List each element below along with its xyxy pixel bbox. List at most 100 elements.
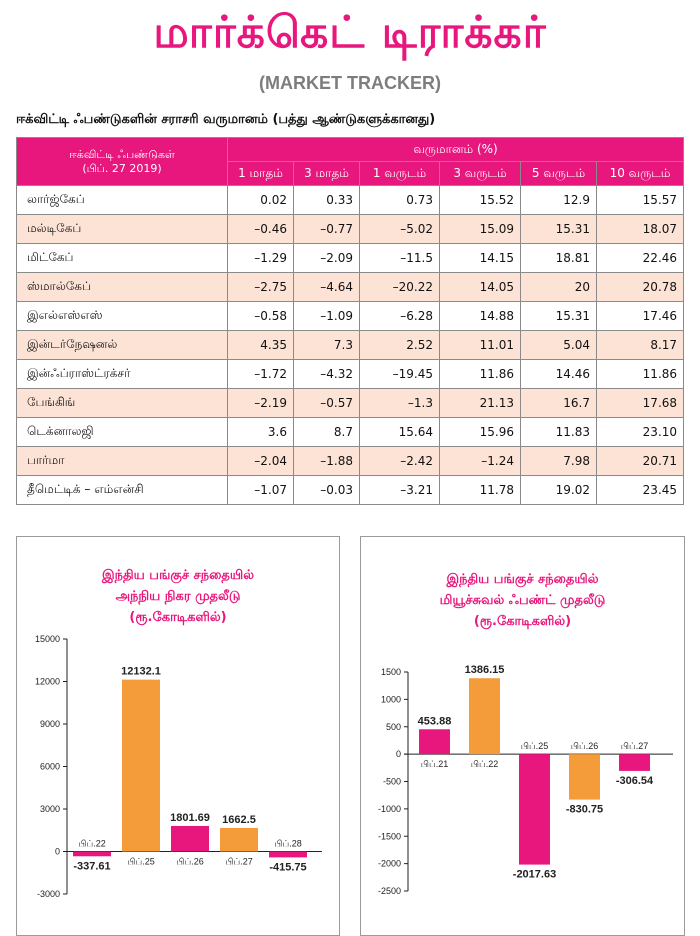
return-value-cell: –3.21 (359, 475, 440, 505)
fii-chart-title-line3: (ரூ.கோடிகளில்) (129, 610, 227, 625)
fund-category-cell: இன்டர்நேஷனல் (16, 330, 228, 360)
return-value-cell: 11.86 (439, 359, 521, 389)
y-tick-label: 1500 (381, 667, 401, 677)
return-value-cell: –0.77 (293, 214, 360, 244)
fund-category-cell: மல்டிகேப் (16, 214, 228, 244)
bar (419, 729, 450, 755)
return-value-cell: 0.33 (293, 185, 360, 215)
fii-chart-title: இந்திய பங்குச் சந்தையில் அந்நிய நிகர முத… (17, 565, 339, 628)
page-subtitle: (MARKET TRACKER) (259, 73, 441, 93)
category-label: பிப்.28 (274, 839, 301, 849)
table-row: இஎல்எஸ்எஸ் –0.58 –1.09 –6.28 14.88 15.31 17.46 (16, 301, 685, 331)
return-value-cell: 5.04 (520, 330, 597, 360)
column-header: 10 வருடம் (595, 161, 685, 186)
table-row: இன்ஃப்ராஸ்ட்ரக்சர் –1.72 –4.32 –19.45 11.86 1… (16, 359, 685, 389)
return-value-cell: 2.52 (359, 330, 440, 360)
return-value-cell: –20.22 (359, 272, 440, 302)
y-tick-label: 0 (55, 847, 60, 857)
table-row: பேங்கிங் –2.19 –0.57 –1.3 21.13 16.7 17.68 (16, 388, 685, 418)
return-value-cell: –2.42 (359, 446, 440, 476)
return-value-cell: 15.52 (439, 185, 521, 215)
return-value-cell: 23.10 (595, 417, 685, 447)
return-value-cell: –0.03 (293, 475, 360, 505)
y-tick-label: -1000 (378, 804, 401, 814)
return-value-cell: –0.57 (293, 388, 360, 418)
data-value-label: -306.54 (616, 775, 654, 787)
data-value-label: -337.61 (73, 860, 110, 872)
table-body: லார்ஜ்கேப் 0.02 0.33 0.73 15.52 12.9 15.57 மல்ட… (16, 185, 685, 505)
return-value-cell: 15.09 (439, 214, 521, 244)
stub-header-line1: ஈக்விட்டி ஃபண்டுகள் (69, 147, 175, 161)
returns-table: ஈக்விட்டி ஃபண்டுகள் (பிப். 27 2019) வரும… (16, 137, 685, 505)
table-caption: ஈக்விட்டி ஃபண்டுகளின் சராசரி வருமானம் (ப… (16, 112, 436, 127)
data-value-label: 453.88 (418, 715, 452, 727)
table-row: மல்டிகேப் –0.46 –0.77 –5.02 15.09 15.31 18.07 (16, 214, 685, 244)
category-label: பிப்.21 (421, 759, 448, 769)
return-value-cell: –1.3 (359, 388, 440, 418)
table-row: பார்மா –2.04 –1.88 –2.42 –1.24 7.98 20.71 (16, 446, 685, 476)
return-value-cell: 23.45 (595, 475, 685, 505)
return-value-cell: –19.45 (359, 359, 440, 389)
column-header: 5 வருடம் (520, 161, 597, 186)
return-value-cell: 22.46 (595, 243, 685, 273)
return-value-cell: 11.78 (439, 475, 521, 505)
return-value-cell: 15.31 (520, 301, 597, 331)
return-value-cell: 14.88 (439, 301, 521, 331)
data-value-label: 1386.15 (465, 664, 505, 676)
bar (220, 827, 258, 852)
return-value-cell: 15.64 (359, 417, 440, 447)
return-value-cell: 7.3 (293, 330, 360, 360)
return-value-cell: –2.09 (293, 243, 360, 273)
return-value-cell: 19.02 (520, 475, 597, 505)
bar (122, 679, 160, 852)
data-value-label: 1801.69 (170, 812, 210, 824)
return-value-cell: –1.88 (293, 446, 360, 476)
table-row: இன்டர்நேஷனல் 4.35 7.3 2.52 11.01 5.04 8.17 (16, 330, 685, 360)
return-value-cell: 20.71 (595, 446, 685, 476)
return-value-cell: 7.98 (520, 446, 597, 476)
y-tick-label: -1500 (378, 831, 401, 841)
return-value-cell: 11.86 (595, 359, 685, 389)
return-value-cell: –2.75 (227, 272, 294, 302)
category-label: பிப்.25 (521, 741, 548, 751)
return-value-cell: –4.32 (293, 359, 360, 389)
return-value-cell: 0.02 (227, 185, 294, 215)
return-value-cell: 21.13 (439, 388, 521, 418)
return-value-cell: 12.9 (520, 185, 597, 215)
bar (569, 754, 600, 800)
category-label: பிப்.26 (176, 857, 203, 867)
y-tick-label: 6000 (40, 762, 60, 772)
bar (171, 825, 209, 852)
y-tick-label: 9000 (40, 719, 60, 729)
mf-bar-chart: -2500 -2000 -1500 -1000 -500 0 500 1000 1500 பிப்… (378, 664, 673, 896)
bar (619, 754, 650, 771)
return-value-cell: 8.7 (293, 417, 360, 447)
return-value-cell: 17.68 (595, 388, 685, 418)
bar (73, 851, 111, 857)
stub-header-line2: (பிப். 27 2019) (82, 161, 162, 175)
table-row: ஸ்மால்கேப் –2.75 –4.64 –20.22 14.05 20 20.78 (16, 272, 685, 302)
mf-chart-title: இந்திய பங்குச் சந்தையில் மியூச்சுவல் ஃபண… (361, 569, 684, 632)
mf-chart-title-line3: (ரூ.கோடிகளில்) (473, 614, 572, 629)
return-value-cell: 11.83 (520, 417, 597, 447)
return-value-cell: 14.05 (439, 272, 521, 302)
return-value-cell: –4.64 (293, 272, 360, 302)
return-value-cell: –2.04 (227, 446, 294, 476)
y-tick-label: 12000 (35, 677, 60, 687)
table-row: தீமெட்டிக் – எம்என்சி –1.07 –0.03 –3.21 11.7… (16, 475, 685, 505)
bar (519, 754, 550, 865)
return-value-cell: 3.6 (227, 417, 294, 447)
category-label: பிப்.27 (621, 741, 648, 751)
y-tick-label: 15000 (35, 634, 60, 644)
y-tick-label: -2000 (378, 859, 401, 869)
fund-category-cell: டெக்னாலஜி (16, 417, 228, 447)
fund-category-cell: இஎல்எஸ்எஸ் (16, 301, 228, 331)
return-value-cell: 14.15 (439, 243, 521, 273)
fund-category-cell: ஸ்மால்கேப் (16, 272, 228, 302)
data-value-label: -2017.63 (513, 869, 556, 881)
category-label: பிப்.26 (571, 741, 598, 751)
fund-category-cell: இன்ஃப்ராஸ்ட்ரக்சர் (16, 359, 228, 389)
data-value-label: -830.75 (566, 804, 603, 816)
return-value-cell: –11.5 (359, 243, 440, 273)
return-value-cell: –0.46 (227, 214, 294, 244)
